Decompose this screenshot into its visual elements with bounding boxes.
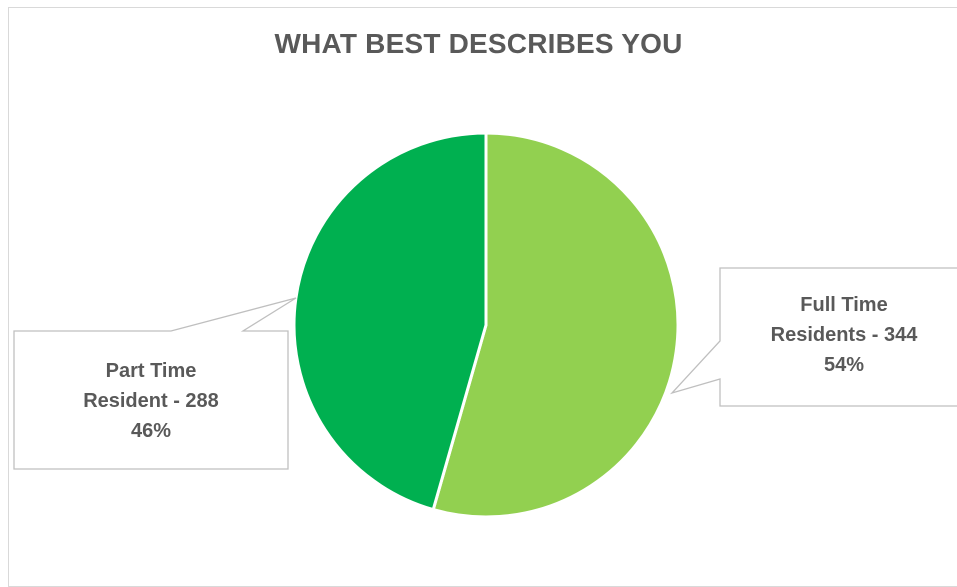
callout-box-part-time xyxy=(13,297,297,470)
data-label-part-time-line1: Part Time xyxy=(106,360,197,382)
data-label-full-time-line1: Full Time xyxy=(800,294,887,316)
pie-slice-full-time xyxy=(431,131,680,519)
data-label-part-time-line2: Resident - 288 xyxy=(83,390,219,412)
data-label-full-time-line2: Residents - 344 xyxy=(771,324,919,346)
callout-box-full-time xyxy=(669,267,957,407)
data-label-part-time-line3: 46% xyxy=(131,420,171,442)
chart-title: WHAT BEST DESCRIBES YOU xyxy=(274,28,683,59)
data-label-full-time-line3: 54% xyxy=(824,354,864,376)
